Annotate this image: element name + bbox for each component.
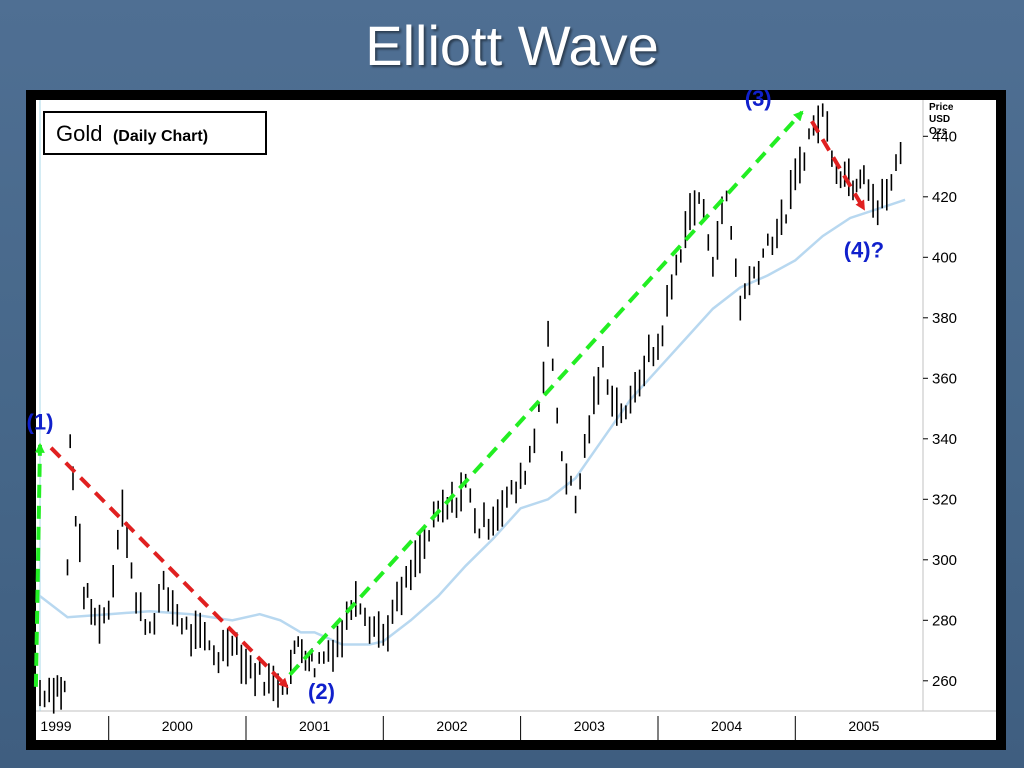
y-axis-title: Price USD Ozs <box>929 102 954 137</box>
y-tick-labels: 260 280 300 320 340 360 380 400 420 440 <box>923 128 957 690</box>
plot-background <box>36 100 996 740</box>
x-tick-label: 2003 <box>574 718 605 734</box>
chart-title-text: Gold (Daily Chart) <box>56 121 208 146</box>
y-axis-title-line-2: USD <box>929 114 950 125</box>
y-tick-label: 440 <box>932 128 957 145</box>
chart-title-box: Gold (Daily Chart) <box>43 111 267 155</box>
chart-svg: 260 280 300 320 340 360 380 400 420 440 1999 2000 2… <box>27 90 996 740</box>
y-tick-label: 280 <box>932 612 957 629</box>
wave-label-4: (4)? <box>844 237 884 262</box>
y-axis-title-line-1: Price <box>929 102 954 113</box>
wave-arrows-layer <box>33 110 866 689</box>
x-tick-label: 2001 <box>299 718 330 734</box>
chart-title-subtitle: (Daily Chart) <box>113 128 208 145</box>
chart-title-main: Gold <box>56 121 102 146</box>
y-tick-label: 420 <box>932 189 957 206</box>
y-tick-label: 300 <box>932 552 957 569</box>
impulse-arrow-1 <box>33 442 45 687</box>
correction-arrow-4 <box>810 120 866 211</box>
y-tick-label: 360 <box>932 370 957 387</box>
y-tick-label: 380 <box>932 310 957 327</box>
wave-label-2: (2) <box>308 679 335 704</box>
correction-arrow-2 <box>49 446 289 689</box>
y-tick-label: 260 <box>932 673 957 690</box>
chart-frame: 260 280 300 320 340 360 380 400 420 440 1999 2000 2… <box>26 90 1006 750</box>
x-tick-labels: 1999 2000 2001 2002 2003 2004 2005 <box>40 716 880 740</box>
slide-title: Elliott Wave <box>365 14 659 77</box>
x-tick-label: 1999 <box>40 718 71 734</box>
x-tick-label: 2000 <box>162 718 193 734</box>
y-tick-label: 320 <box>932 491 957 508</box>
x-tick-label: 2002 <box>436 718 467 734</box>
x-tick-label: 2004 <box>711 718 742 734</box>
wave-label-3: (3) <box>745 90 772 111</box>
price-bars-layer <box>39 103 902 714</box>
y-tick-label: 400 <box>932 249 957 266</box>
y-axis-title-line-3: Ozs <box>929 126 948 137</box>
wave-label-1: (1) <box>27 410 54 435</box>
wave-labels: (1) (2) (3) (4)? <box>27 90 885 704</box>
y-tick-label: 340 <box>932 431 957 448</box>
x-tick-label: 2005 <box>848 718 879 734</box>
chart-title-box-border <box>43 111 267 155</box>
impulse-arrow-3 <box>288 110 804 677</box>
